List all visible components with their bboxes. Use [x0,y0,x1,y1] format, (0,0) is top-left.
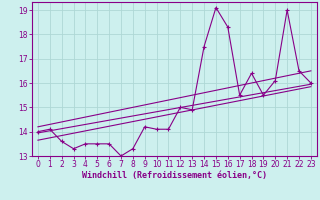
X-axis label: Windchill (Refroidissement éolien,°C): Windchill (Refroidissement éolien,°C) [82,171,267,180]
